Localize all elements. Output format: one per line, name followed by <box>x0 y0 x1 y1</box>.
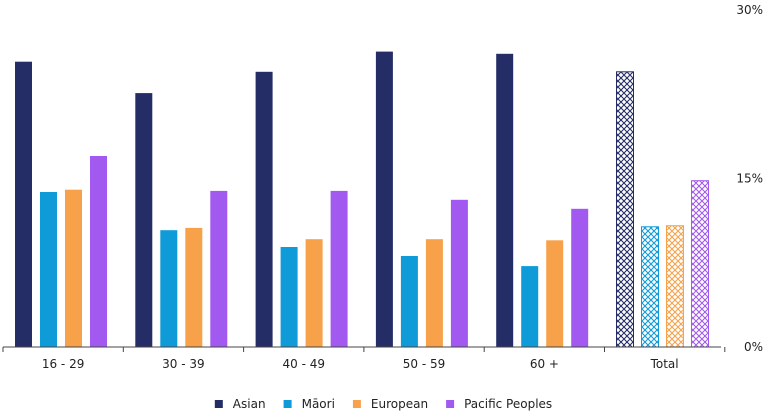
bar-60--pacific-peoples <box>571 208 589 347</box>
bar-60--asian <box>496 53 514 348</box>
y-tick-label: 15% <box>736 172 763 186</box>
bar-60--european <box>546 240 564 347</box>
x-tick-label: 30 - 39 <box>162 357 205 371</box>
y-tick-label: 30% <box>736 3 763 17</box>
bar-50-59-m-ori <box>400 256 418 347</box>
bar-16-29-european <box>65 189 82 347</box>
bar-total-pacific-peoples <box>691 180 709 348</box>
bar-total-m-ori <box>641 226 659 348</box>
bar-total-european <box>666 225 684 348</box>
legend-label: European <box>371 397 428 411</box>
legend-swatch <box>214 400 223 408</box>
legend-swatch <box>352 400 361 408</box>
bar-40-49-european <box>305 239 323 347</box>
x-tick-label: 50 - 59 <box>403 357 446 371</box>
legend-label: Māori <box>302 397 335 411</box>
x-tick-label: 60 + <box>530 357 559 371</box>
bar-40-49-pacific-peoples <box>330 190 348 347</box>
bar-40-49-asian <box>255 71 273 348</box>
legend-swatch <box>446 400 455 408</box>
bar-16-29-pacific-peoples <box>90 156 107 347</box>
bar-total-asian <box>616 71 634 348</box>
legend-label: Asian <box>233 397 266 411</box>
y-axis: 0% 15% 30% <box>736 3 763 354</box>
bar-50-59-european <box>425 239 443 347</box>
bar-40-49-m-ori <box>280 247 298 347</box>
bar-30-39-european <box>185 227 203 347</box>
legend-swatch <box>283 400 292 408</box>
x-tick-label: Total <box>650 357 679 371</box>
bar-30-39-asian <box>135 93 153 347</box>
bar-60--m-ori <box>521 266 539 347</box>
y-tick-label: 0% <box>744 340 763 354</box>
bars-layer <box>15 51 709 348</box>
x-tick-label: 40 - 49 <box>283 357 326 371</box>
legend-item-european: European <box>352 397 428 411</box>
bar-30-39-m-ori <box>160 230 178 347</box>
legend-item-asian: Asian <box>214 397 266 411</box>
legend: Asian Māori European Pacific Peoples <box>214 397 552 411</box>
legend-item-pacific-peoples: Pacific Peoples <box>446 397 552 411</box>
bar-30-39-pacific-peoples <box>210 190 228 347</box>
x-axis: 16 - 29 30 - 39 40 - 49 50 - 59 60 + Total <box>2 346 726 371</box>
bar-50-59-asian <box>375 51 393 347</box>
bar-50-59-pacific-peoples <box>450 199 468 347</box>
legend-item-m-ori: Māori <box>283 397 335 411</box>
legend-label: Pacific Peoples <box>464 397 552 411</box>
bar-16-29-m-ori <box>40 192 57 347</box>
bar-16-29-asian <box>15 61 32 347</box>
x-tick-label: 16 - 29 <box>42 357 85 371</box>
